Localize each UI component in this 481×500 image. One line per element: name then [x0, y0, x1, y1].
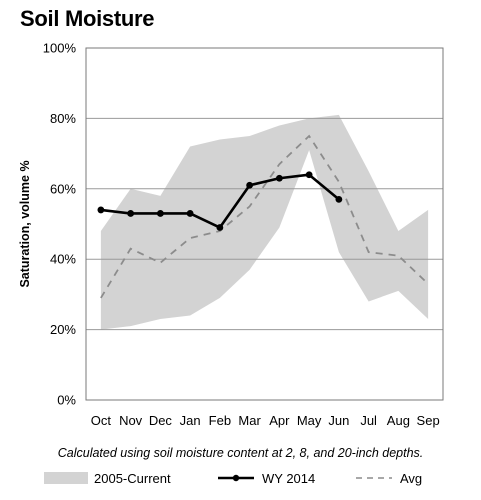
series-wy2014-point — [97, 206, 105, 214]
y-tick-label: 100% — [43, 41, 77, 56]
chart-title: Soil Moisture — [20, 6, 155, 31]
y-axis-label: Saturation, volume % — [18, 160, 32, 287]
x-tick-label: Jan — [180, 413, 201, 428]
series-wy2014-point — [275, 174, 283, 182]
y-tick-label: 20% — [50, 322, 76, 337]
series-wy2014-point — [246, 181, 254, 189]
series-wy2014-point — [156, 210, 164, 217]
x-tick-label: Feb — [209, 413, 231, 428]
x-tick-label: May — [297, 413, 322, 428]
y-tick-label: 60% — [50, 181, 76, 196]
x-tick-label: Jul — [360, 413, 377, 428]
x-tick-label: Aug — [387, 413, 410, 428]
legend-wy2014-swatch — [218, 474, 254, 482]
legend-avg-label: Avg — [400, 470, 423, 486]
x-tick-label: Mar — [238, 413, 261, 428]
legend-avg-swatch — [356, 477, 392, 479]
legend-item-wy2014: WY 2014 — [216, 470, 315, 486]
y-tick-label: 40% — [50, 252, 76, 267]
legend-band-label: 2005-Current — [94, 470, 171, 486]
legend-item-avg: Avg — [354, 470, 422, 486]
x-tick-label: Jun — [328, 413, 349, 428]
chart-caption: Calculated using soil moisture content a… — [57, 446, 424, 460]
x-tick-label: Sep — [417, 413, 440, 428]
series-wy2014-point — [335, 195, 343, 203]
legend-wy2014-label: WY 2014 — [262, 470, 316, 486]
series-wy2014-point — [305, 171, 313, 179]
range-band — [100, 114, 429, 330]
series-wy2014-point — [186, 210, 194, 217]
legend-band-swatch — [44, 472, 88, 484]
legend-item-band: 2005-Current — [44, 470, 171, 486]
series-avg-line — [100, 134, 429, 299]
series-wy2014-point — [127, 210, 135, 217]
x-tick-label: Apr — [269, 413, 290, 428]
x-tick-label: Oct — [91, 413, 112, 428]
plot-frame — [85, 47, 444, 401]
y-tick-label: 0% — [57, 393, 76, 408]
x-tick-label: Nov — [119, 413, 143, 428]
x-tick-label: Dec — [149, 413, 173, 428]
series-wy2014-point — [216, 224, 224, 231]
y-tick-label: 80% — [50, 111, 76, 126]
